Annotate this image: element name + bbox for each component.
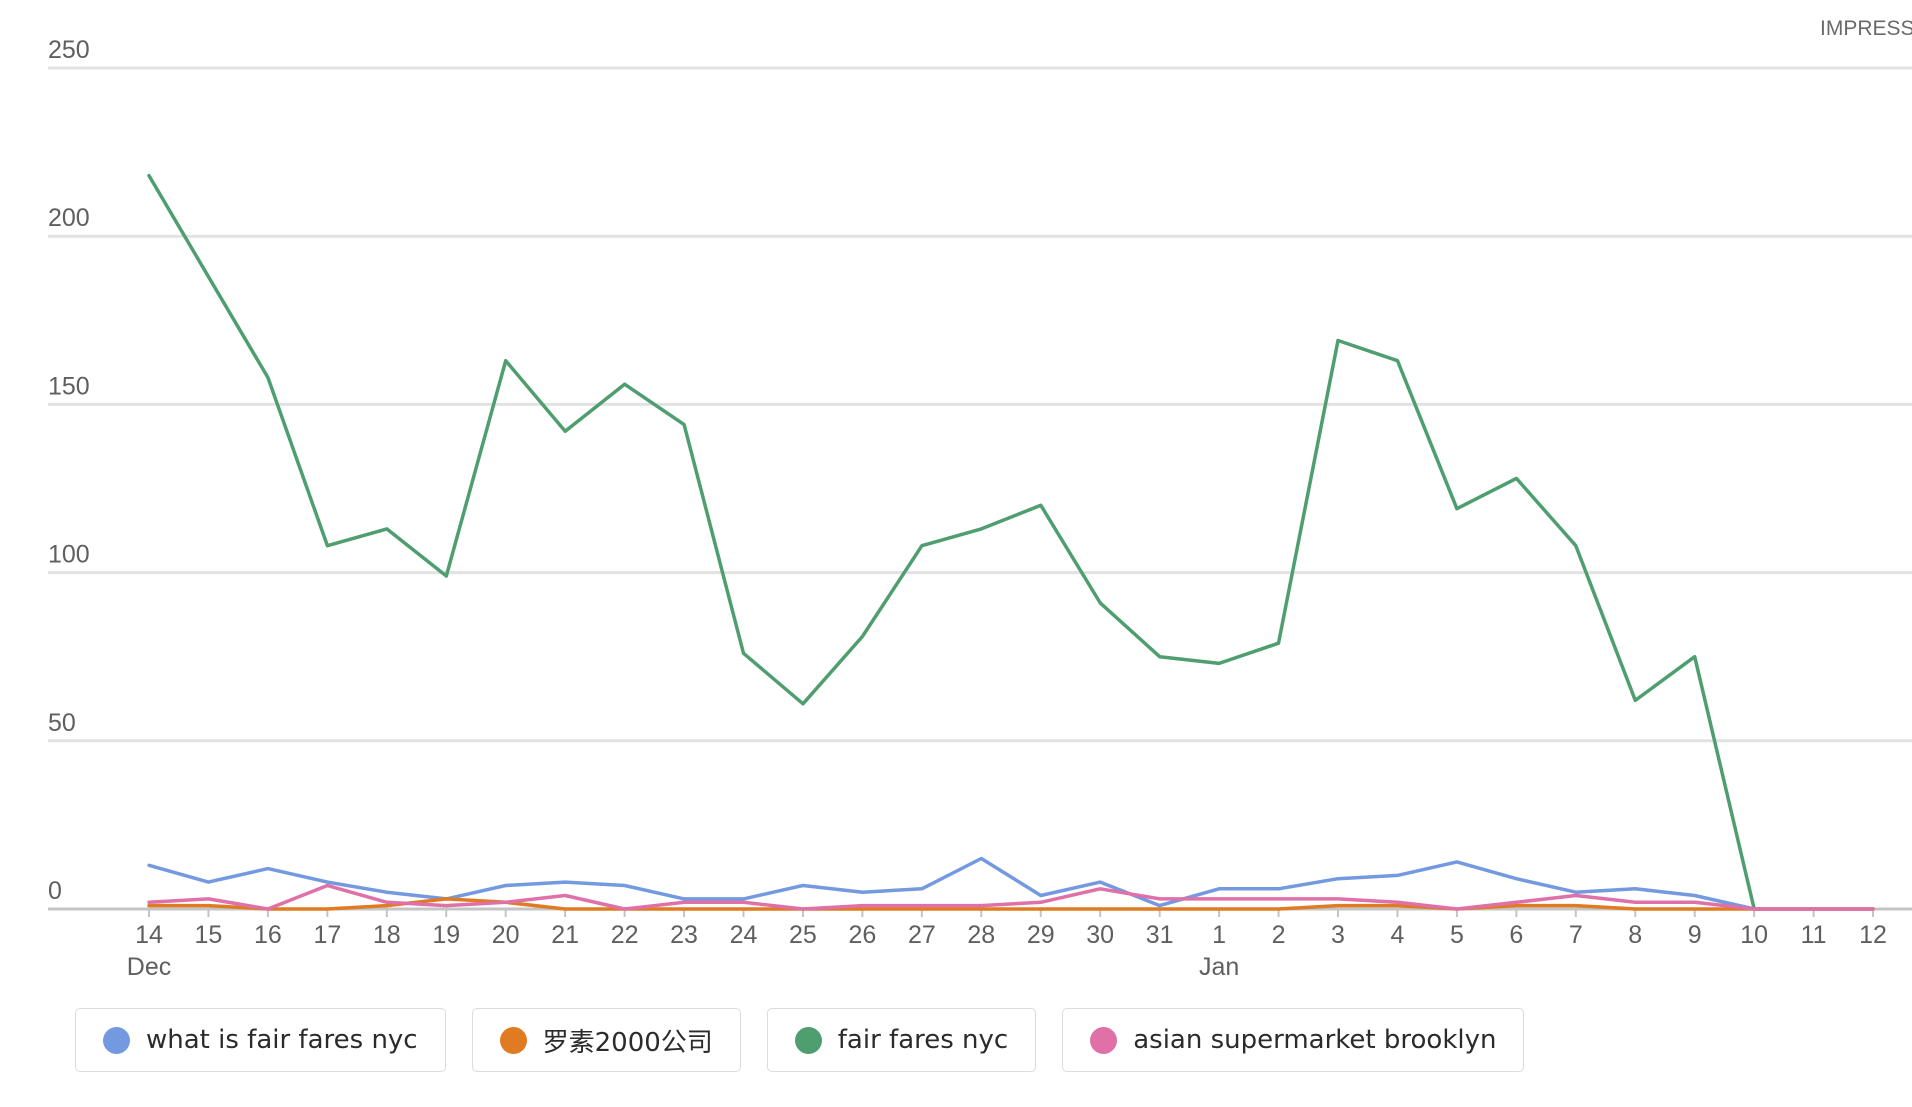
y-tick-label: 200 (48, 204, 90, 232)
x-tick-label: 4 (1390, 921, 1404, 949)
legend: what is fair fares nyc 罗素2000公司 fair fares… (75, 1008, 1525, 1072)
x-tick-label: 10 (1740, 921, 1768, 949)
x-tick-label: 12 (1859, 921, 1887, 949)
x-tick-label: 29 (1027, 921, 1055, 949)
legend-label: fair fares nyc (837, 1025, 1009, 1055)
x-tick-label: 23 (670, 921, 698, 949)
x-tick-label: 31 (1146, 921, 1174, 949)
series-lines (147, 173, 1875, 911)
series-line-what-is-fair-fares-nyc (147, 856, 1875, 911)
y-tick-label: 250 (48, 36, 90, 64)
legend-item[interactable]: fair fares nyc (766, 1008, 1037, 1072)
y-tick-label: 50 (48, 709, 76, 737)
x-tick-label: 28 (967, 921, 995, 949)
x-tick-label: 19 (432, 921, 460, 949)
legend-item[interactable]: what is fair fares nyc (75, 1008, 446, 1072)
x-tick-label: 27 (908, 921, 936, 949)
x-month-label: Dec (127, 953, 171, 981)
x-tick-label: 24 (730, 921, 758, 949)
y-tick-labels: 0 50 100 150 200 250 (48, 36, 90, 905)
x-tick-label: 9 (1688, 921, 1702, 949)
y-tick-label: 150 (48, 372, 90, 400)
x-tick-label: 3 (1331, 921, 1345, 949)
legend-label: asian supermarket brooklyn (1133, 1025, 1497, 1055)
series-line-asian-supermarket-brooklyn (147, 883, 1875, 911)
legend-color-dot-icon (1090, 1026, 1118, 1054)
x-tick-label: 30 (1086, 921, 1114, 949)
x-tick-label: 11 (1801, 921, 1827, 949)
legend-color-dot-icon (103, 1026, 130, 1054)
x-tick-labels: 14 15 16 17 18 19 20 21 22 23 24 25 26 27 28 29 30 31 1 2 3 4… (127, 909, 1887, 981)
x-tick-label: 16 (254, 921, 282, 949)
x-tick-label: 14 (135, 921, 163, 949)
y-tick-label: 0 (48, 877, 62, 905)
x-tick-label: 2 (1272, 921, 1286, 949)
legend-item[interactable]: asian supermarket brooklyn (1062, 1008, 1525, 1072)
legend-label: what is fair fares nyc (146, 1025, 418, 1055)
x-tick-label: 20 (492, 921, 520, 949)
legend-label: 罗素2000公司 (542, 1027, 713, 1058)
x-tick-label: 17 (313, 921, 341, 949)
legend-item[interactable]: 罗素2000公司 (471, 1008, 741, 1072)
legend-color-dot-icon (499, 1026, 527, 1054)
x-tick-label: 15 (195, 921, 223, 949)
legend-color-dot-icon (794, 1026, 822, 1054)
x-tick-label: 6 (1509, 921, 1523, 949)
x-tick-label: 5 (1450, 921, 1464, 949)
x-tick-label: 8 (1628, 921, 1642, 949)
x-tick-label: 1 (1212, 921, 1226, 949)
x-tick-label: 18 (373, 921, 401, 949)
x-tick-label: 26 (848, 921, 876, 949)
y-tick-label: 100 (48, 541, 90, 569)
x-tick-label: 7 (1569, 921, 1583, 949)
series-line-fair-fares-nyc (147, 173, 1875, 911)
x-tick-label: 25 (789, 921, 817, 949)
series-line-罗素2000公司 (147, 897, 1875, 911)
x-tick-label: 22 (611, 921, 639, 949)
x-month-label: Jan (1199, 953, 1239, 981)
x-tick-label: 21 (551, 921, 579, 949)
y-axis-label: IMPRESS (1820, 17, 1912, 40)
grid (48, 66, 1912, 911)
